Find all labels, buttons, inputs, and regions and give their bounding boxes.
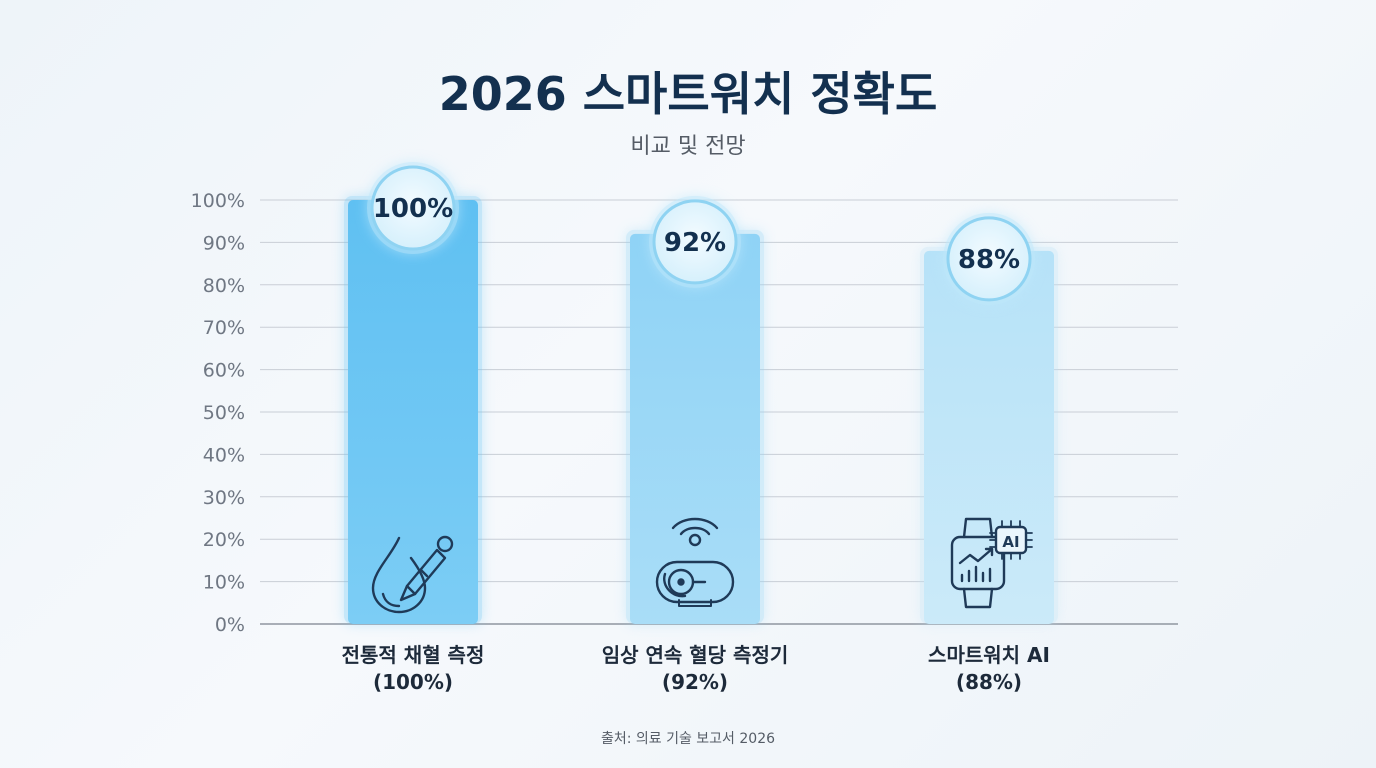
- y-tick-label: 100%: [191, 190, 245, 212]
- category-sublabel: (100%): [373, 670, 453, 694]
- value-bubbles: 100% 92% 88%: [367, 162, 1035, 305]
- ai-chip-label: AI: [1002, 533, 1019, 551]
- value-bubble: [370, 165, 456, 251]
- chart-title: 2026 스마트워치 정확도: [438, 67, 938, 121]
- category-labels: 전통적 채혈 측정 (100%) 임상 연속 혈당 측정기 (92%) 스마트워치 AI…: [342, 643, 1050, 694]
- value-label: 100%: [373, 194, 453, 224]
- chart-subtitle: 비교 및 전망: [630, 134, 746, 159]
- y-tick-label: 50%: [203, 402, 245, 424]
- bar: [924, 250, 1054, 624]
- y-tick-label: 10%: [203, 572, 245, 594]
- y-tick-label: 30%: [203, 487, 245, 509]
- category-sublabel: (88%): [956, 670, 1022, 694]
- value-bubble: [946, 216, 1032, 302]
- value-bubble: [652, 199, 738, 285]
- y-tick-label: 80%: [203, 275, 245, 297]
- category-label: 스마트워치 AI: [928, 643, 1050, 667]
- category-label: 임상 연속 혈당 측정기: [602, 643, 789, 667]
- y-tick-label: 40%: [203, 444, 245, 466]
- y-tick-label: 60%: [203, 360, 245, 382]
- value-label: 88%: [958, 245, 1020, 275]
- y-tick-label: 0%: [215, 614, 245, 636]
- value-label: 92%: [664, 228, 726, 258]
- category-label: 전통적 채혈 측정: [342, 643, 485, 667]
- blood-drop-lancet-icon: [371, 535, 454, 614]
- category-sublabel: (92%): [662, 670, 728, 694]
- bar-icons: AI: [371, 517, 1033, 614]
- y-tick-label: 70%: [203, 317, 245, 339]
- bar: [348, 200, 478, 624]
- y-tick-label: 90%: [203, 232, 245, 254]
- y-axis-ticks: 0% 10% 20% 30% 40% 50% 60% 70% 80% 90% 100%: [191, 190, 245, 636]
- bar: [630, 233, 760, 625]
- y-tick-label: 20%: [203, 529, 245, 551]
- bars: [344, 196, 1058, 625]
- smartwatch-ai-icon: AI: [950, 517, 1033, 609]
- cgm-sensor-icon: [655, 517, 735, 607]
- source-note: 출처: 의료 기술 보고서 2026: [600, 731, 776, 747]
